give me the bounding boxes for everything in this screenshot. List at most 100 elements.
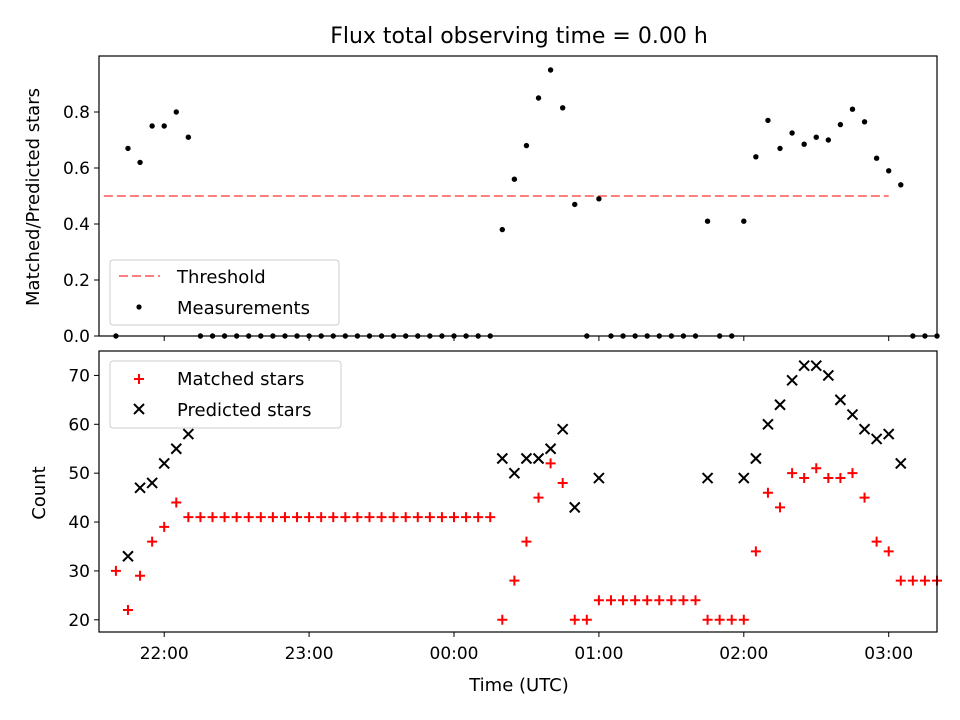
top-legend: Threshold Measurements	[109, 259, 340, 326]
measurement-point	[704, 218, 711, 224]
matched-star-point	[110, 565, 121, 576]
matched-star-point	[183, 512, 194, 523]
predicted-star-point	[182, 428, 195, 440]
measurement-point	[137, 159, 143, 166]
measurement-point	[499, 226, 506, 233]
y-tick-label: 20	[68, 611, 90, 631]
matched-star-point	[859, 492, 870, 503]
matched-star-point	[207, 512, 218, 523]
matched-star-point	[847, 468, 858, 479]
matched-star-point	[279, 512, 290, 523]
measurement-point	[753, 154, 759, 160]
predicted-star-point	[569, 501, 581, 514]
matched-star-point	[593, 595, 604, 606]
predicted-star-point	[846, 408, 859, 421]
measurement-point	[837, 121, 844, 128]
matched-star-point	[304, 512, 315, 523]
matched-star-point	[533, 492, 544, 503]
matched-legend-label: Matched stars	[177, 369, 304, 390]
matched-star-point	[907, 575, 918, 586]
y-tick-label: 0.6	[63, 159, 90, 179]
bottom-y-axis-label: Count	[29, 466, 50, 519]
predicted-star-point	[593, 472, 605, 484]
x-tick-label: 02:00	[719, 644, 768, 664]
measurement-point	[161, 123, 167, 129]
matched-star-point	[618, 595, 629, 606]
matched-star-point	[436, 512, 447, 523]
measurements-legend-swatch	[136, 304, 142, 310]
matched-star-point	[195, 512, 206, 523]
predicted-legend-swatch	[133, 403, 145, 415]
predicted-star-point	[798, 359, 810, 372]
top-axes-frame	[98, 55, 938, 337]
y-tick-label: 0.8	[63, 103, 90, 123]
matched-star-point	[122, 605, 133, 616]
matched-star-point	[352, 512, 363, 523]
top-plot-area: 0.0 0.2 0.4 0.6 0.8	[63, 55, 940, 347]
matched-star-point	[557, 477, 568, 488]
predicted-star-point	[532, 452, 545, 465]
matched-star-point	[630, 595, 641, 606]
measurement-point	[596, 196, 602, 202]
matched-star-point	[412, 512, 423, 523]
matched-star-point	[219, 512, 230, 523]
measurement-point	[777, 145, 783, 152]
measurement-point	[849, 106, 856, 112]
matched-star-point	[461, 512, 472, 523]
y-tick-label: 0.2	[63, 271, 90, 291]
y-tick-label: 0.4	[63, 215, 90, 235]
predicted-star-point	[858, 423, 871, 435]
matched-star-point	[895, 575, 906, 586]
x-tick-label: 22:00	[140, 644, 189, 664]
matched-star-point	[159, 521, 170, 532]
matched-star-point	[666, 595, 677, 606]
measurement-point	[547, 67, 554, 73]
measurement-point	[765, 117, 771, 124]
matched-star-point	[642, 595, 653, 606]
measurement-point	[185, 134, 192, 140]
measurement-point	[149, 123, 155, 129]
matched-star-point	[449, 512, 460, 523]
measurement-point	[173, 109, 179, 115]
predicted-star-point	[822, 369, 835, 382]
x-tick-label: 00:00	[430, 644, 479, 664]
predicted-star-point	[701, 472, 714, 484]
predicted-star-point	[750, 452, 762, 465]
bottom-axes-frame	[98, 350, 938, 633]
measurement-point	[861, 119, 868, 125]
matched-star-point	[581, 614, 592, 625]
matched-star-point	[775, 502, 786, 513]
matched-star-point	[521, 536, 532, 547]
predicted-star-point	[508, 467, 521, 479]
chart-title: Flux total observing time = 0.00 h	[330, 24, 708, 49]
matched-star-point	[714, 614, 725, 625]
predicted-star-point	[122, 550, 134, 562]
threshold-legend-label: Threshold	[176, 267, 266, 288]
matched-star-point	[497, 614, 508, 625]
bottom-plot-area: 20 30 40 50 60 70 22:00 23:00 00:00 01:00 02:00 03:…	[68, 350, 942, 664]
matched-star-point	[292, 512, 303, 523]
matched-star-point	[702, 614, 713, 625]
measurement-point	[125, 145, 131, 152]
matched-star-point	[340, 512, 351, 523]
matched-star-point	[485, 512, 496, 523]
matched-star-point	[678, 595, 689, 606]
predicted-star-point	[834, 394, 847, 406]
measurement-point	[559, 105, 566, 111]
predicted-star-point	[738, 472, 750, 484]
matched-star-point	[787, 468, 798, 479]
y-tick-label: 70	[68, 366, 90, 386]
predicted-star-point	[556, 423, 569, 435]
predicted-star-point	[762, 418, 774, 431]
matched-star-point	[569, 614, 580, 625]
predicted-star-point	[774, 399, 786, 411]
measurement-point	[873, 155, 880, 161]
predicted-star-point	[870, 433, 883, 445]
matched-star-point	[364, 512, 375, 523]
predicted-star-point	[544, 443, 557, 455]
matched-star-point	[267, 512, 278, 523]
predicted-star-point	[134, 482, 146, 494]
matched-star-point	[799, 473, 810, 484]
matched-star-point	[726, 614, 737, 625]
